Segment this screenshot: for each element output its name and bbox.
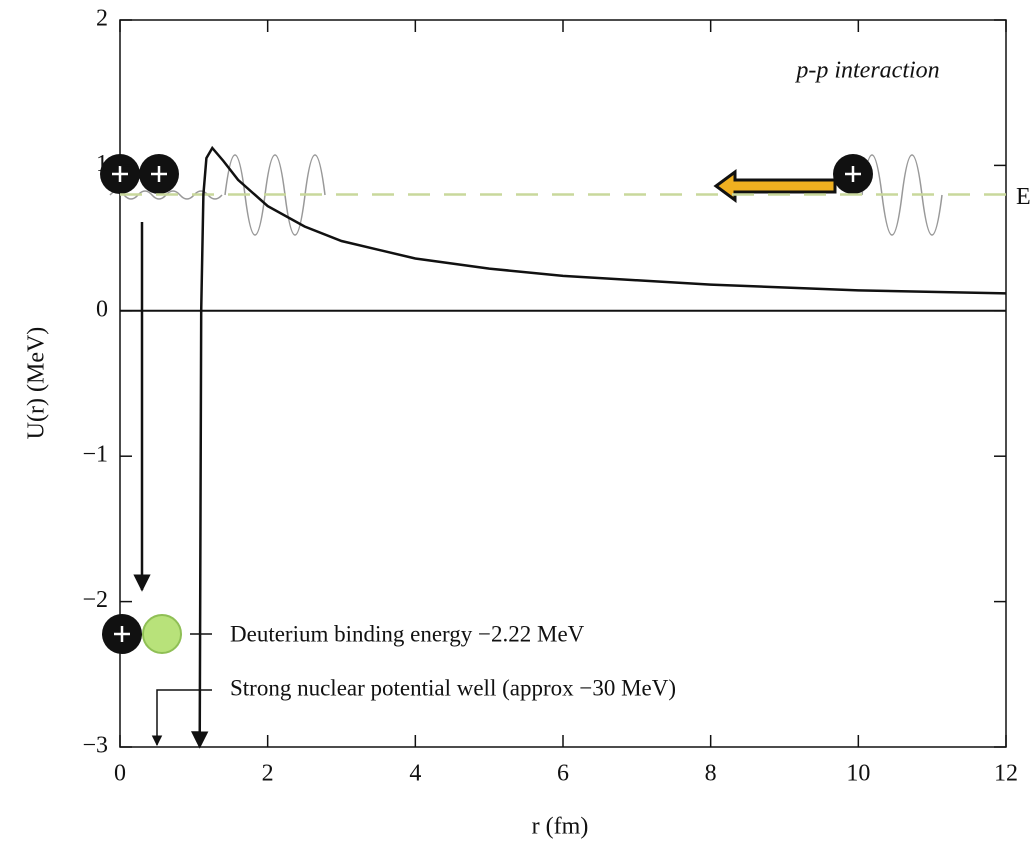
y-tick-label: −3 [82,733,108,759]
annotation: Deuterium binding energy −2.22 MeV [230,621,585,646]
x-tick-label: 12 [994,761,1018,787]
proton [100,154,140,194]
x-tick-label: 6 [557,761,569,787]
y-tick-label: −2 [82,587,108,613]
x-tick-label: 4 [409,761,421,787]
y-tick-label: 1 [96,151,108,177]
proton [102,614,142,654]
proton [833,154,873,194]
x-axis-label: r (fm) [532,814,589,840]
wave [861,154,943,236]
well-arrow [151,689,212,747]
neutron [142,614,182,654]
chart-title: p-p interaction [794,58,939,84]
y-tick-label: 2 [96,6,108,32]
y-tick-label: −1 [82,442,108,468]
x-tick-label: 10 [846,761,870,787]
annotation: Strong nuclear potential well (approx −3… [230,675,676,700]
potential-curve [191,145,1007,749]
proton [139,154,179,194]
wave [224,154,326,236]
x-tick-label: 8 [705,761,717,787]
x-tick-label: 2 [262,761,274,787]
y-axis-label: U(r) (MeV) [24,327,50,440]
energy-label: E [1016,184,1031,210]
x-tick-label: 0 [114,761,126,787]
approach-arrow [713,169,837,203]
decorations [100,154,943,747]
y-tick-label: 0 [96,296,108,322]
